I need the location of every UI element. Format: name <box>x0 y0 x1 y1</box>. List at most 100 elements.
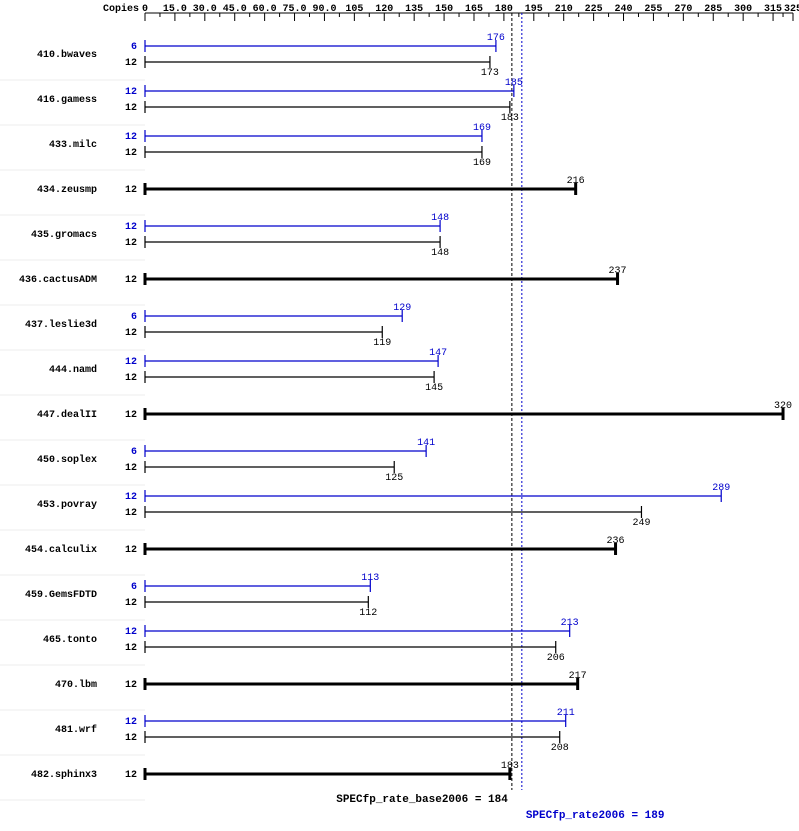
benchmark-label: 444.namd <box>49 364 97 376</box>
benchmark-label: 454.calculix <box>25 544 97 556</box>
copies-value: 12 <box>125 643 137 654</box>
copies-value: 6 <box>131 447 137 458</box>
bar-value: 148 <box>431 213 449 224</box>
bar-value: 183 <box>501 761 519 772</box>
bar-value: 173 <box>481 68 499 79</box>
copies-value: 12 <box>125 148 137 159</box>
copies-value: 12 <box>125 680 137 691</box>
bar-value: 147 <box>429 348 447 359</box>
benchmark-label: 453.povray <box>37 500 97 511</box>
bar-value: 113 <box>361 573 379 584</box>
axis-tick-label: 285 <box>704 4 722 15</box>
axis-tick-label: 180 <box>495 4 513 15</box>
bar-value: 145 <box>425 383 443 394</box>
copies-value: 12 <box>125 770 137 781</box>
bar-value: 119 <box>373 338 391 349</box>
copies-value: 12 <box>125 222 137 233</box>
axis-tick-label: 120 <box>375 4 393 15</box>
benchmark-label: 437.leslie3d <box>25 319 97 331</box>
bar-value: 208 <box>551 743 569 754</box>
benchmark-label: 482.sphinx3 <box>31 769 97 781</box>
copies-value: 12 <box>125 717 137 728</box>
axis-tick-label: 325 <box>784 4 799 15</box>
copies-value: 12 <box>125 185 137 196</box>
bar-value: 169 <box>473 158 491 169</box>
benchmark-label: 450.soplex <box>37 454 97 466</box>
copies-value: 12 <box>125 238 137 249</box>
axis-tick-label: 135 <box>405 4 423 15</box>
axis-tick-label: 15.0 <box>163 4 187 15</box>
benchmark-label: 459.GemsFDTD <box>25 590 97 601</box>
copies-value: 12 <box>125 58 137 69</box>
bar-value: 217 <box>569 671 587 682</box>
benchmark-label: 436.cactusADM <box>19 275 97 286</box>
copies-value: 6 <box>131 312 137 323</box>
bar-value: 148 <box>431 248 449 259</box>
axis-tick-label: 240 <box>615 4 633 15</box>
axis-tick-label: 300 <box>734 4 752 15</box>
bar-value: 176 <box>487 33 505 44</box>
axis-tick-label: 0 <box>142 4 148 15</box>
copies-value: 12 <box>125 328 137 339</box>
bar-value: 289 <box>712 483 730 494</box>
axis-tick-label: 225 <box>585 4 603 15</box>
reference-label: SPECfp_rate_base2006 = 184 <box>336 794 508 806</box>
copies-value: 12 <box>125 410 137 421</box>
axis-tick-label: 255 <box>644 4 662 15</box>
benchmark-label: 447.dealII <box>37 409 97 421</box>
bar-value: 129 <box>393 303 411 314</box>
axis-tick-label: 105 <box>345 4 363 15</box>
copies-value: 12 <box>125 627 137 638</box>
bar-value: 206 <box>547 653 565 664</box>
copies-value: 12 <box>125 373 137 384</box>
copies-value: 12 <box>125 103 137 114</box>
copies-value: 12 <box>125 545 137 556</box>
bar-value: 125 <box>385 473 403 484</box>
bar-value: 183 <box>501 113 519 124</box>
benchmark-label: 410.bwaves <box>37 49 97 61</box>
bar-value: 211 <box>557 708 575 719</box>
bar-value: 249 <box>632 518 650 529</box>
axis-tick-label: 60.0 <box>253 4 277 15</box>
bar-value: 320 <box>774 401 792 412</box>
axis-tick-label: 210 <box>555 4 573 15</box>
copies-value: 12 <box>125 463 137 474</box>
bar-value: 237 <box>609 266 627 277</box>
benchmark-label: 470.lbm <box>55 679 97 691</box>
copies-value: 12 <box>125 132 137 143</box>
axis-tick-label: 90.0 <box>312 4 336 15</box>
bar-value: 112 <box>359 608 377 619</box>
axis-tick-label: 150 <box>435 4 453 15</box>
benchmark-label: 435.gromacs <box>31 230 97 241</box>
copies-value: 6 <box>131 42 137 53</box>
axis-label: Copies <box>103 3 139 15</box>
specfp-rate-chart: Copies0 15.0 30.0 45.0 60.0 75.0 90.0 105 120 135… <box>0 0 799 831</box>
axis-tick-label: 75.0 <box>283 4 307 15</box>
copies-value: 12 <box>125 87 137 98</box>
bar-value: 169 <box>473 123 491 134</box>
reference-label: SPECfp_rate2006 = 189 <box>526 810 665 822</box>
bar-value: 236 <box>607 536 625 547</box>
copies-value: 12 <box>125 357 137 368</box>
axis-tick-label: 270 <box>674 4 692 15</box>
copies-value: 12 <box>125 598 137 609</box>
axis-tick-label: 45.0 <box>223 4 247 15</box>
benchmark-label: 433.milc <box>49 139 97 151</box>
bar-value: 216 <box>567 176 585 187</box>
bar-value: 185 <box>505 78 523 89</box>
copies-value: 12 <box>125 492 137 503</box>
axis-tick-label: 315 <box>764 4 782 15</box>
copies-value: 12 <box>125 508 137 519</box>
axis-tick-label: 195 <box>525 4 543 15</box>
benchmark-label: 434.zeusmp <box>37 185 97 196</box>
axis-tick-label: 30.0 <box>193 4 217 15</box>
copies-value: 6 <box>131 582 137 593</box>
axis-tick-label: 165 <box>465 4 483 15</box>
benchmark-label: 481.wrf <box>55 724 97 736</box>
bar-value: 213 <box>561 618 579 629</box>
benchmark-label: 416.gamess <box>37 95 97 106</box>
bar-value: 141 <box>417 438 435 449</box>
copies-value: 12 <box>125 733 137 744</box>
benchmark-label: 465.tonto <box>43 635 97 646</box>
copies-value: 12 <box>125 275 137 286</box>
